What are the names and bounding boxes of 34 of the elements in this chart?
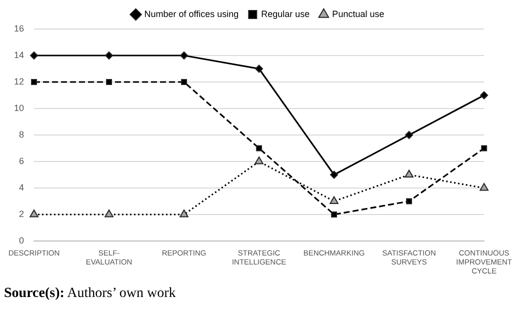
point — [105, 52, 114, 60]
point — [30, 210, 38, 218]
point — [31, 79, 37, 85]
y-tick-label: 10 — [14, 102, 24, 113]
point — [255, 64, 264, 73]
y-tick-label: 8 — [18, 129, 24, 140]
legend-label: Number of offices using — [144, 8, 239, 19]
point — [405, 131, 414, 139]
y-tick-label: 12 — [14, 76, 24, 86]
y-tick-label: 6 — [18, 156, 24, 166]
point — [330, 196, 338, 204]
y-tick-label: 4 — [18, 182, 24, 192]
source-note: Source(s): Authors’ own work — [4, 286, 177, 302]
point — [331, 212, 338, 218]
point — [30, 52, 38, 60]
point — [406, 198, 412, 204]
point — [106, 79, 112, 85]
point — [181, 79, 188, 85]
point — [254, 156, 264, 164]
point — [180, 52, 188, 60]
point — [104, 210, 114, 218]
point — [480, 183, 488, 191]
y-tick-label: 14 — [14, 50, 24, 60]
y-tick-label: 0 — [18, 235, 24, 246]
point — [256, 145, 262, 152]
point — [180, 210, 188, 218]
point — [404, 170, 414, 178]
legend-label: Regular use — [261, 8, 310, 19]
y-tick-label: 16 — [14, 23, 24, 34]
y-tick-label: 2 — [18, 208, 24, 219]
point — [330, 170, 338, 179]
point — [480, 91, 488, 100]
point — [481, 145, 488, 152]
legend-label: Punctual use — [332, 8, 384, 19]
